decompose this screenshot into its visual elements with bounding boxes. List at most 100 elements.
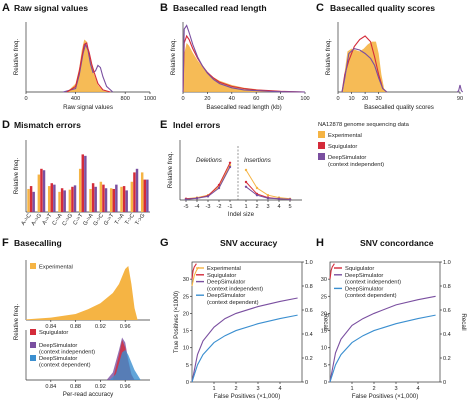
e-point-squigulator — [217, 183, 221, 187]
f1-x-tick-label: 0.96 — [120, 324, 131, 330]
d-bar-deepsim_ci — [94, 186, 97, 212]
d-bar-experimental — [120, 186, 123, 212]
c-line-deepsim_ci-2 — [456, 84, 464, 93]
panel-letter-h: H — [316, 237, 324, 249]
panel-letter-g: G — [160, 237, 169, 249]
c-x-axis-label: Basecalled quality scores — [364, 104, 434, 111]
legend-main-label: Squigulator — [328, 144, 357, 150]
h-y2-axis-label: Recall — [460, 313, 467, 330]
g-y-tick-label: 30 — [183, 277, 189, 283]
d-bar-experimental — [27, 188, 30, 212]
g-x-tick-label: 2 — [234, 386, 237, 392]
a-x-axis-label: Raw signal values — [63, 104, 113, 111]
d-bar-deepsim_ci — [63, 190, 66, 212]
e-point-squigulator — [244, 180, 248, 184]
g-x-tick-label: 1 — [212, 386, 215, 392]
g-y-tick-label: 0 — [186, 380, 189, 386]
d-bar-squigulator — [81, 154, 84, 212]
h-legend-label: DeepSimulator — [345, 286, 383, 292]
panel-title-a: Raw signal values — [14, 3, 88, 13]
a-x-tick-label: 400 — [71, 96, 80, 102]
g-y2-tick-label: 0 — [305, 380, 308, 386]
b-line-deepsim_ci-1 — [182, 24, 306, 93]
d-bar-deepsim_ci — [125, 190, 128, 212]
f1-x-tick-label: 0.88 — [70, 324, 81, 330]
c-line-deepsim_ci-1 — [341, 47, 388, 93]
a-y-axis-label: Relative freq. — [13, 38, 20, 75]
f2-legend-swatch-squigulator — [30, 329, 36, 335]
g-legend-sublabel: (context independent) — [207, 286, 263, 292]
c-x-tick-label: 0 — [336, 96, 339, 102]
panel-letter-d: D — [2, 119, 10, 131]
d-bar-experimental — [140, 172, 144, 212]
e-point-experimental — [266, 194, 270, 197]
h-y2-tick-label: 0.4 — [443, 332, 451, 338]
e-x-tick-label: 4 — [277, 204, 280, 210]
h-y-tick-label: 5 — [324, 363, 327, 369]
d-bar-squigulator — [122, 186, 126, 212]
f2-legend-sublabel: (context dependent) — [39, 363, 91, 369]
f2-x-tick-label: 0.92 — [95, 384, 106, 390]
g-y-tick-label: 20 — [183, 311, 189, 317]
g-y2-tick-label: 1.0 — [305, 260, 313, 266]
d-x-tick-label: T->C — [124, 213, 136, 227]
panel-title-g: SNV accuracy — [220, 238, 278, 248]
a-x-tick-label: 1000 — [144, 96, 156, 102]
d-bar-experimental — [130, 181, 134, 212]
d-bar-squigulator — [71, 186, 74, 212]
b-x-tick-label: 80 — [277, 96, 283, 102]
b-x-tick-label: 100 — [300, 96, 309, 102]
e-x-tick-label: 5 — [288, 204, 291, 210]
b-x-tick-label: 40 — [229, 96, 235, 102]
f2-legend-label: DeepSimulator — [39, 343, 77, 349]
d-bar-experimental — [89, 188, 92, 212]
d-bar-deepsim_ci — [32, 191, 35, 212]
d-bar-deepsim_ci — [53, 184, 56, 212]
panel-letter-a: A — [2, 2, 10, 14]
d-x-tick-label: T->G — [134, 213, 146, 227]
d-x-tick-label: T->A — [114, 212, 126, 225]
d-bar-deepsim_ci — [73, 185, 77, 212]
d-bar-squigulator — [40, 168, 43, 212]
h-y2-tick-label: 0.6 — [443, 308, 451, 314]
g-legend-label: DeepSimulator — [207, 293, 245, 299]
legend-swatch-deepsim_ci — [318, 153, 325, 160]
d-bar-experimental — [68, 189, 72, 212]
e-x-tick-label: -5 — [184, 204, 189, 210]
g-line-experimental — [191, 266, 200, 287]
f-y-axis-label: Relative freq. — [13, 303, 20, 340]
h-y2-tick-label: 0.2 — [443, 356, 451, 362]
f2-legend-label: DeepSimulator — [39, 356, 77, 362]
legend-main-sublabel: (context independent) — [328, 162, 384, 168]
c-line-squigulator-0 — [341, 35, 388, 93]
g-x-tick-label: 3 — [256, 386, 259, 392]
f2-x-axis-label: Per-read accuracy — [63, 391, 114, 398]
g-y2-axis-label: Recall — [322, 313, 329, 330]
a-x-tick-label: 0 — [24, 96, 27, 102]
h-y2-tick-label: 1.0 — [443, 260, 451, 266]
e-point-squigulator — [228, 161, 232, 164]
e-point-deepsim_ci — [255, 194, 259, 197]
c-y-axis-label: Relative freq. — [325, 38, 332, 75]
legend-main-title: NA12878 genome sequencing data — [318, 122, 410, 128]
d-x-tick-label: A->G — [31, 213, 43, 227]
e-point-deepsim_ci — [266, 197, 270, 200]
d-bar-deepsim_ci — [115, 184, 118, 212]
d-bar-squigulator — [29, 186, 33, 212]
h-y-tick-label: 15 — [321, 329, 327, 335]
f2-legend-swatch-deepsim_ci — [30, 342, 36, 348]
g-line-deepsim_cd — [191, 314, 298, 383]
g-y-axis-label: True Positives (×1000) — [173, 291, 180, 353]
d-bar-experimental — [37, 174, 41, 212]
d-bar-squigulator — [102, 184, 105, 212]
d-y-axis-label: Relative freq. — [13, 157, 20, 194]
h-x-tick-label: 2 — [372, 386, 375, 392]
d-bar-experimental — [47, 186, 51, 212]
g-line-squigulator — [191, 263, 197, 280]
h-x-axis-label: False Positives (×1,000) — [352, 393, 419, 400]
g-legend-label: Squigulator — [207, 273, 236, 279]
panel-title-b: Basecalled read length — [173, 3, 267, 13]
g-legend-label: Experimental — [207, 266, 241, 272]
d-bar-deepsim_ci — [104, 188, 108, 212]
g-y2-tick-label: 0.6 — [305, 308, 313, 314]
